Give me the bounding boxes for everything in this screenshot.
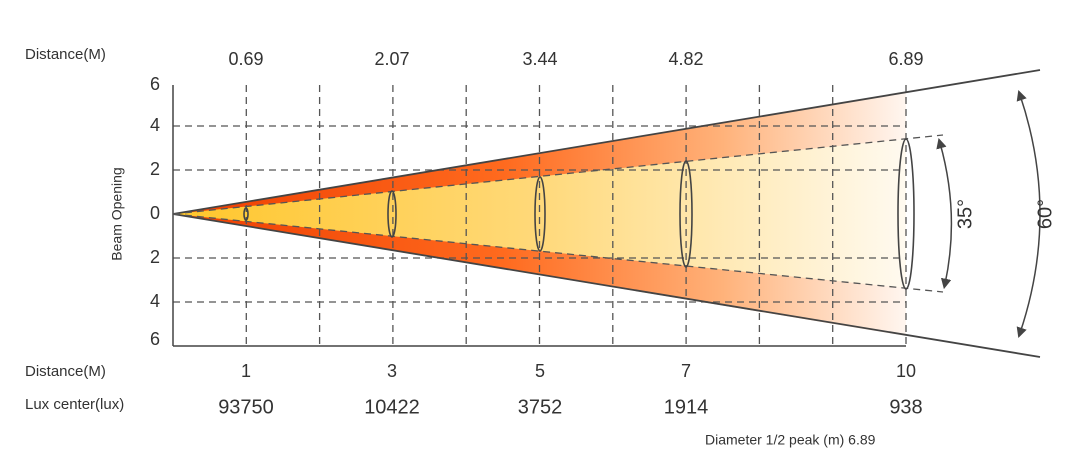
top-distance: 6.89 [888,49,923,69]
grid [173,85,907,346]
angle-arc [1016,90,1041,338]
y-tick-label: 2 [150,159,160,179]
bottom-distance: 7 [681,361,691,381]
y-axis-label: Beam Opening [109,167,125,260]
distance-label: Distance(M) [25,46,106,63]
lux-value: 1914 [664,396,709,418]
y-tick-label: 4 [150,291,160,311]
beam-ellipse [534,176,546,252]
lux-value: 3752 [518,396,563,418]
beam-ellipse [679,160,693,268]
top-distance: 4.82 [668,49,703,69]
inner-beam [173,139,906,288]
beam-ellipse [387,190,397,238]
bottom-distance: 3 [387,361,397,381]
inner-edge [172,213,944,293]
bottom-distance: 10 [896,361,916,381]
top-distance: 2.07 [374,49,409,69]
bottom-distance: 1 [241,361,251,381]
distance-label: Distance(M) [25,363,106,380]
y-tick-label: 0 [150,203,160,223]
angle-arc [936,137,953,290]
bottom-distance: 5 [535,361,545,381]
y-tick-label: 6 [150,74,160,94]
y-tick-label: 6 [150,329,160,349]
y-tick-label: 4 [150,115,160,135]
angle-label: 35° [954,199,976,229]
top-distance: 0.69 [228,49,263,69]
outer-edge [172,69,1041,215]
y-tick-label: 2 [150,247,160,267]
ellipses [243,138,915,290]
lux-label: Lux center(lux) [25,396,124,413]
angle-label: 60° [1034,199,1056,229]
lux-value: 938 [889,396,922,418]
top-distance: 3.44 [522,49,557,69]
diameter-note: Diameter 1/2 peak (m) 6.89 [705,432,876,448]
beam-ellipse [243,207,249,221]
beam-ellipse [897,138,915,290]
inner-edge [172,134,944,215]
outer-edge [172,213,1041,358]
lux-value: 93750 [218,396,274,418]
lux-value: 10422 [364,396,420,418]
